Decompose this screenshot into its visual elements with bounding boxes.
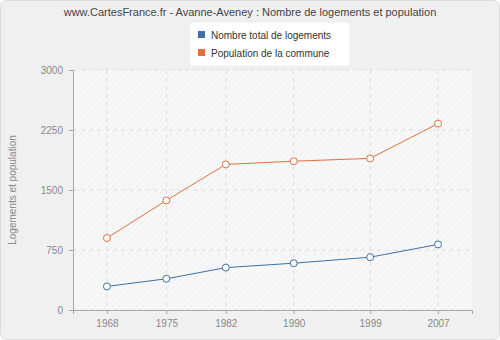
- x-axis-line: [74, 311, 473, 315]
- tick: 2007: [427, 310, 450, 329]
- tick-mark: [107, 310, 108, 314]
- point: [435, 120, 442, 127]
- legend: Nombre total de logements Population de l…: [190, 22, 350, 66]
- tick-mark: [69, 190, 73, 191]
- tick-mark: [69, 130, 73, 131]
- tick-mark: [69, 310, 73, 311]
- chart: www.CartesFrance.fr - Avanne-Aveney : No…: [0, 0, 500, 340]
- y-axis-title: Logements et population: [7, 135, 18, 245]
- grid-line: [106, 70, 107, 310]
- tick-label: 1999: [360, 318, 383, 329]
- point: [103, 235, 110, 242]
- tick-mark: [166, 310, 167, 314]
- point: [367, 155, 374, 162]
- tick-mark: [438, 310, 439, 314]
- legend-item: Population de la commune: [198, 48, 330, 59]
- legend-swatch: [198, 31, 205, 38]
- tick-mark: [370, 310, 371, 314]
- tick-label: 1968: [96, 318, 119, 329]
- plot-area: [73, 70, 472, 310]
- point: [163, 275, 170, 282]
- grid-line: [225, 70, 226, 310]
- tick-label: 2007: [427, 318, 450, 329]
- tick: 1968: [96, 310, 119, 329]
- marks: [103, 120, 441, 290]
- tick-label: 2250: [41, 125, 64, 136]
- grid-line: [73, 130, 472, 131]
- legend-label: Nombre total de logements: [211, 30, 331, 41]
- tick-label: 750: [46, 245, 63, 256]
- grid-line: [166, 70, 167, 310]
- point: [163, 197, 170, 204]
- legend-box: [190, 22, 350, 66]
- tick-label: 1975: [156, 318, 179, 329]
- background: [1, 1, 500, 340]
- tick: 3000: [41, 65, 73, 76]
- tick-mark: [226, 310, 227, 314]
- tick: 1990: [283, 310, 306, 329]
- grid-line: [438, 70, 439, 310]
- grid-line: [73, 190, 472, 191]
- y-axis: 0 750 1500 2250 3000: [41, 65, 74, 316]
- grid-line: [73, 70, 472, 71]
- legend-item: Nombre total de logements: [198, 30, 331, 41]
- tick: 2250: [41, 125, 73, 136]
- point: [222, 264, 229, 271]
- line: [107, 124, 438, 238]
- tick: 750: [46, 245, 73, 256]
- tick: 1500: [41, 185, 73, 196]
- point: [103, 283, 110, 290]
- tick: 1982: [215, 310, 238, 329]
- tick-label: 1990: [283, 318, 306, 329]
- tick: 1999: [360, 310, 383, 329]
- tick-mark: [69, 70, 73, 71]
- tick-label: 1500: [41, 185, 64, 196]
- legend-label: Population de la commune: [211, 48, 330, 59]
- tick-mark: [69, 250, 73, 251]
- line: [107, 244, 438, 286]
- x-axis: 1968 1975 1982 1990 1999 2007: [74, 310, 473, 329]
- point: [367, 254, 374, 261]
- grid-line: [293, 70, 294, 310]
- tick-label: 3000: [41, 65, 64, 76]
- point: [290, 158, 297, 165]
- point: [222, 161, 229, 168]
- tick: 0: [57, 305, 73, 316]
- point: [435, 241, 442, 248]
- tick-label: 1982: [215, 318, 238, 329]
- grid-line: [370, 70, 371, 310]
- legend-swatch: [198, 49, 205, 56]
- title: www.CartesFrance.fr - Avanne-Aveney : No…: [63, 6, 437, 18]
- y-axis-line: [69, 71, 74, 311]
- tick-label: 0: [57, 305, 63, 316]
- tick: 1975: [156, 310, 179, 329]
- tick-mark: [294, 310, 295, 314]
- point: [290, 260, 297, 267]
- plot: 1968 1975 1982 1990 1999 2007 0 750 1500 2250 3000: [41, 65, 473, 329]
